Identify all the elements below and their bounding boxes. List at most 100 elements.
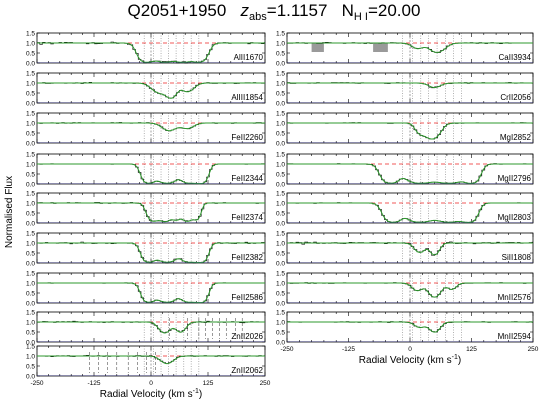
y-tick-label: 0.0 [26,221,35,228]
n-subscript: H I [353,11,368,23]
x-tick-label: 125 [203,380,214,387]
ion-label: ZnII2062 [231,366,263,375]
y-tick-label: 0.5 [26,364,35,371]
y-tick-label: 1.5 [26,344,35,351]
model-fit [37,202,265,223]
y-tick-label: 0.5 [26,251,35,258]
n-value: =20.00 [367,1,421,20]
panel-feii2344: 0.0 0.5 1.0 1.5 FeII2344 [26,152,266,189]
y-axis-label: Normalised Flux [4,176,15,248]
y-tick-label: 1.0 [26,354,35,361]
y-tick-label: 1.5 [276,231,285,238]
panel-znii2026: 0.0 0.5 1.0 1.5 ZnII2026 [26,310,266,347]
x-tick-label: -125 [342,346,355,353]
x-tick-label: 250 [528,346,539,353]
model-fit [37,42,265,63]
panel-alii1670: 0.0 0.5 1.0 1.5 AlII1670 [26,31,266,68]
x-tick-label: 125 [466,346,477,353]
ion-label: MnII2576 [498,293,532,302]
ion-label: FeII2344 [231,174,263,183]
model-fit [37,82,265,99]
model-fit [287,282,533,298]
y-tick-label: 0.5 [26,330,35,337]
y-tick-label: 1.5 [276,152,285,159]
ion-label: FeII2586 [231,293,263,302]
y-tick-label: 1.0 [276,281,285,288]
y-tick-label: 0.0 [276,61,285,68]
y-tick-label: 0.0 [276,340,285,347]
ion-label: ZnII2026 [231,332,263,341]
panel-mgii2796: 0.0 0.5 1.0 1.5 MgII2796 [276,152,534,189]
y-tick-label: 1.5 [276,310,285,317]
y-tick-label: 0.0 [26,101,35,108]
x-axis-label: Radial Velocity (km s-1) [100,388,202,400]
ion-label: MgI2852 [500,133,532,142]
y-tick-label: 0.5 [26,211,35,218]
y-tick-label: 0.0 [276,101,285,108]
panel-caii3934: 0.0 0.5 1.0 1.5 CaII3934 [276,31,534,68]
ion-label: FeII2374 [231,213,263,222]
y-tick-label: 0.5 [276,251,285,258]
y-tick-label: 1.5 [276,191,285,198]
y-tick-label: 1.0 [276,320,285,327]
panel-siii1808: 0.0 0.5 1.0 1.5 SiII1808 [276,231,534,268]
y-tick-label: 0.5 [26,91,35,98]
ion-label: CaII3934 [499,53,532,62]
panel-mgii2803: 0.0 0.5 1.0 1.5 MgII2803 [276,191,534,228]
y-tick-label: 0.0 [26,61,35,68]
model-fit [37,321,265,334]
model-fit [287,242,533,256]
y-tick-label: 0.5 [276,330,285,337]
ion-label: MgII2796 [498,174,532,183]
x-tick-label: 0 [149,380,153,387]
ion-label: AlIII1854 [231,93,263,102]
y-tick-label: 1.5 [26,111,35,118]
x-tick-label: -250 [280,346,293,353]
y-tick-label: 0.5 [276,172,285,179]
model-fit [37,242,265,264]
y-tick-label: 0.0 [26,182,35,189]
model-fit [287,82,533,88]
panel-mgi2852: 0.0 0.5 1.0 1.5 MgI2852 [276,111,534,148]
panel-aliii1854: 0.0 0.5 1.0 1.5 AlIII1854 [26,71,266,108]
y-tick-label: 1.5 [276,71,285,78]
model-fit [287,42,533,53]
ion-label: MnII2594 [498,332,532,341]
ion-label: SiII1808 [502,253,532,262]
y-tick-label: 1.0 [26,281,35,288]
y-tick-label: 0.5 [276,131,285,138]
y-tick-label: 0.5 [276,211,285,218]
panel-feii2382: 0.0 0.5 1.0 1.5 FeII2382 [26,231,266,268]
y-tick-label: 1.0 [276,41,285,48]
y-tick-label: 0.0 [26,340,35,347]
z-subscript: abs [249,11,267,23]
panel-crii2056: 0.0 0.5 1.0 1.5 CrII2056 [276,71,534,108]
x-tick-label: 250 [260,380,271,387]
y-tick-label: 1.0 [26,320,35,327]
z-label: z [240,1,250,20]
panel-mnii2594: 0.0 0.5 1.0 1.5 MnII2594 [276,310,534,347]
y-tick-label: 0.5 [276,91,285,98]
y-tick-label: 0.5 [276,291,285,298]
panel-feii2260: 0.0 0.5 1.0 1.5 FeII2260 [26,111,266,148]
ion-label: AlII1670 [234,53,264,62]
y-tick-label: 0.5 [26,131,35,138]
model-fit [37,355,265,365]
y-tick-label: 0.0 [26,261,35,268]
y-tick-label: 0.0 [26,141,35,148]
y-tick-label: 0.0 [26,301,35,308]
panel-feii2586: 0.0 0.5 1.0 1.5 FeII2586 [26,271,266,308]
y-tick-label: 0.0 [276,182,285,189]
masked-region [311,43,324,52]
y-tick-label: 1.5 [26,191,35,198]
y-tick-label: 1.5 [26,71,35,78]
y-tick-label: 1.0 [276,241,285,248]
y-tick-label: 1.0 [26,81,35,88]
quasar-name: Q2051+1950 [127,1,227,20]
y-tick-label: 0.0 [276,261,285,268]
model-fit [287,202,533,223]
panel-mnii2576: 0.0 0.5 1.0 1.5 MnII2576 [276,271,534,308]
panel-feii2374: 0.0 0.5 1.0 1.5 FeII2374 [26,191,266,228]
x-tick-label: 0 [408,346,412,353]
masked-region [373,43,388,52]
